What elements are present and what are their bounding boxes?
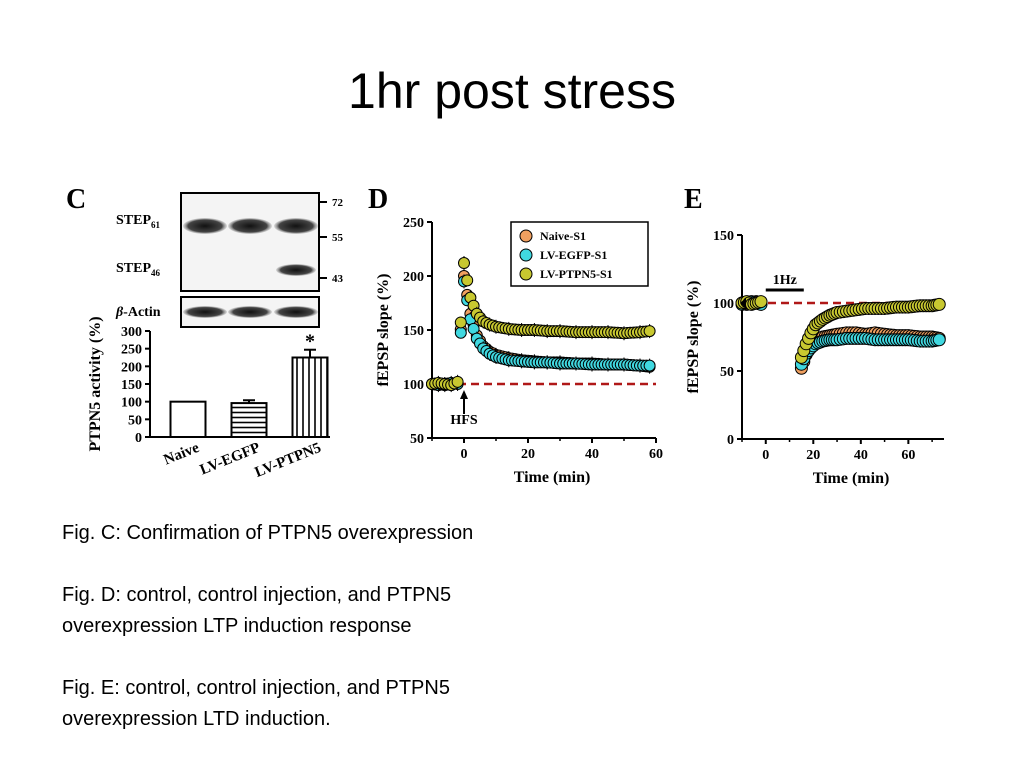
- blot-step-box: [180, 192, 320, 292]
- y-tick-label: 200: [121, 360, 142, 375]
- panel-c-letter: C: [66, 184, 86, 215]
- hfs-arrow-head: [460, 390, 468, 399]
- panel-e-letter: E: [684, 184, 703, 215]
- hfs-label: HFS: [450, 413, 477, 428]
- legend-marker: [519, 229, 533, 243]
- y-tick-label: 100: [121, 396, 142, 411]
- x-tick-label: LV-EGFP: [198, 440, 263, 479]
- y-tick-label: 200: [403, 270, 424, 285]
- y-tick-label: 150: [713, 229, 734, 244]
- y-tick-label: 300: [121, 325, 142, 340]
- legend-label: LV-EGFP-S1: [540, 248, 607, 262]
- panel-d-letter: D: [368, 184, 388, 215]
- actin-label: β-Actin: [115, 305, 161, 320]
- data-point: [643, 325, 656, 338]
- x-tick-label: 60: [649, 447, 663, 462]
- data-point: [454, 316, 467, 329]
- x-tick-label: Naive: [162, 440, 202, 469]
- blot-band: [183, 306, 227, 318]
- baseline-arrow: [740, 298, 746, 308]
- y-axis-label: fEPSP slope (%): [685, 281, 702, 394]
- series-lv-ptpn5-s1: [426, 256, 656, 393]
- blot-band: [228, 306, 272, 318]
- blot-band: [274, 306, 318, 318]
- caption-fig-d-line1: Fig. D: control, control injection, and …: [62, 584, 452, 606]
- data-point: [451, 375, 464, 388]
- data-point: [454, 326, 467, 339]
- significance-star: *: [305, 331, 315, 353]
- x-axis-label: Time (min): [514, 469, 591, 486]
- blot-band: [228, 218, 272, 234]
- y-axis-label: fEPSP slope (%): [375, 274, 392, 387]
- y-axis-label: PTPN5 activity (%): [87, 316, 104, 451]
- data-point: [458, 257, 470, 270]
- x-tick-label: 0: [461, 447, 468, 462]
- data-point: [932, 297, 946, 311]
- stimulus-label: 1Hz: [773, 273, 797, 288]
- mw-markers: 72 55 43: [319, 197, 344, 285]
- bar-lv-egfp: [230, 402, 268, 438]
- blot-band: [276, 264, 316, 276]
- blot-band: [183, 218, 227, 234]
- x-tick-label: 0: [762, 448, 769, 463]
- data-point: [461, 274, 474, 287]
- y-tick-label: 0: [727, 433, 734, 448]
- panel-d: D 0 20 40 60 50 100 150 200 250 Time (min) fEPSP s…: [368, 184, 663, 486]
- x-tick-label: 60: [901, 448, 915, 463]
- caption-fig-c: Fig. C: Confirmation of PTPN5 overexpres…: [62, 522, 474, 544]
- caption-fig-e-line2: overexpression LTD induction.: [62, 708, 331, 730]
- x-tick-label: 40: [854, 448, 868, 463]
- legend-box: [510, 221, 649, 287]
- y-tick-label: 100: [713, 297, 734, 312]
- data-point: [754, 295, 768, 309]
- step46-label: STEP46: [116, 261, 161, 278]
- x-axis-label: Time (min): [813, 470, 890, 487]
- y-tick-label: 50: [410, 432, 424, 447]
- page-title: 1hr post stress: [348, 63, 676, 119]
- y-tick-label: 250: [121, 343, 142, 358]
- legend-marker: [519, 267, 533, 281]
- legend: Naive-S1 LV-EGFP-S1 LV-PTPN5-S1: [510, 221, 649, 287]
- blot-band: [274, 218, 318, 234]
- scatter-chart-d: 0 20 40 60 50 100 150 200 250 Time (min) fEPSP slo…: [375, 216, 663, 486]
- legend-label: Naive-S1: [540, 229, 586, 243]
- y-tick-label: 50: [128, 413, 142, 428]
- data-point: [932, 333, 946, 347]
- mw-label: 43: [332, 273, 344, 285]
- x-tick-label: 20: [521, 447, 535, 462]
- bar-lv-ptpn5: [291, 356, 329, 438]
- step61-label: STEP61: [116, 213, 161, 230]
- y-tick-label: 50: [720, 365, 734, 380]
- legend-label: LV-PTPN5-S1: [540, 267, 613, 281]
- y-tick-label: 100: [403, 378, 424, 393]
- bar-naive: [169, 400, 207, 438]
- y-tick-label: 150: [121, 378, 142, 393]
- y-tick-label: 250: [403, 216, 424, 231]
- data-point: [643, 359, 656, 372]
- scatter-chart-e: 0 20 40 60 0 50 100 150 Time (min) fEPSP slope (%…: [685, 229, 946, 487]
- mw-label: 55: [332, 232, 344, 244]
- panel-c: C 72 55 43 STEP61 STEP46 β-Actin 0 50 100 1…: [66, 184, 344, 481]
- mw-label: 72: [332, 197, 344, 209]
- y-tick-label: 0: [135, 431, 142, 446]
- panel-e: E 0 20 40 60 0 50 100 150 Time (min) fEPSP slope …: [684, 184, 946, 487]
- x-tick-label: 40: [585, 447, 599, 462]
- series-lv-ptpn5: [735, 295, 946, 364]
- caption-fig-d-line2: overexpression LTP induction response: [62, 615, 412, 637]
- caption-fig-e-line1: Fig. E: control, control injection, and …: [62, 677, 450, 699]
- y-tick-label: 150: [403, 324, 424, 339]
- x-tick-label: 20: [806, 448, 820, 463]
- x-tick-label: LV-PTPN5: [253, 440, 324, 481]
- legend-marker: [519, 248, 533, 262]
